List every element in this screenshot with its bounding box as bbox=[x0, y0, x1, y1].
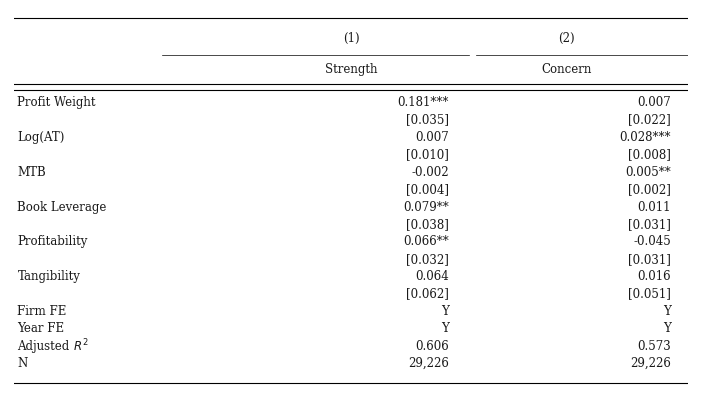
Text: $R^2$: $R^2$ bbox=[73, 338, 88, 354]
Text: 0.573: 0.573 bbox=[637, 339, 671, 353]
Text: Profit Weight: Profit Weight bbox=[18, 96, 96, 109]
Text: (2): (2) bbox=[558, 32, 575, 45]
Text: [0.035]: [0.035] bbox=[406, 113, 449, 127]
Text: 0.011: 0.011 bbox=[637, 201, 671, 213]
Text: Adjusted: Adjusted bbox=[18, 339, 74, 353]
Text: Tangibility: Tangibility bbox=[18, 270, 80, 283]
Text: [0.038]: [0.038] bbox=[406, 218, 449, 231]
Text: [0.051]: [0.051] bbox=[628, 287, 671, 300]
Text: 0.007: 0.007 bbox=[415, 131, 449, 144]
Text: -0.002: -0.002 bbox=[411, 166, 449, 179]
Text: Y: Y bbox=[663, 322, 671, 335]
Text: [0.002]: [0.002] bbox=[628, 183, 671, 196]
Text: [0.032]: [0.032] bbox=[406, 253, 449, 266]
Text: Log(AT): Log(AT) bbox=[18, 131, 65, 144]
Text: N: N bbox=[18, 357, 27, 370]
Text: 0.066**: 0.066** bbox=[403, 235, 449, 248]
Text: Book Leverage: Book Leverage bbox=[18, 201, 107, 213]
Text: -0.045: -0.045 bbox=[633, 235, 671, 248]
Text: [0.010]: [0.010] bbox=[406, 148, 449, 161]
Text: [0.008]: [0.008] bbox=[628, 148, 671, 161]
Text: Concern: Concern bbox=[541, 63, 592, 76]
Text: [0.031]: [0.031] bbox=[628, 253, 671, 266]
Text: 0.606: 0.606 bbox=[415, 339, 449, 353]
Text: 0.064: 0.064 bbox=[415, 270, 449, 283]
Text: [0.031]: [0.031] bbox=[628, 218, 671, 231]
Text: [0.062]: [0.062] bbox=[406, 287, 449, 300]
Text: Profitability: Profitability bbox=[18, 235, 88, 248]
Text: 0.007: 0.007 bbox=[637, 96, 671, 109]
Text: Y: Y bbox=[441, 305, 449, 318]
Text: [0.004]: [0.004] bbox=[406, 183, 449, 196]
Text: (1): (1) bbox=[343, 32, 359, 45]
Text: 0.005**: 0.005** bbox=[625, 166, 671, 179]
Text: Strength: Strength bbox=[325, 63, 377, 76]
Text: Firm FE: Firm FE bbox=[18, 305, 67, 318]
Text: Year FE: Year FE bbox=[18, 322, 65, 335]
Text: 29,226: 29,226 bbox=[408, 357, 449, 370]
Text: 0.016: 0.016 bbox=[637, 270, 671, 283]
Text: 0.181***: 0.181*** bbox=[397, 96, 449, 109]
Text: [0.022]: [0.022] bbox=[628, 113, 671, 127]
Text: MTB: MTB bbox=[18, 166, 46, 179]
Text: 0.028***: 0.028*** bbox=[620, 131, 671, 144]
Text: 29,226: 29,226 bbox=[630, 357, 671, 370]
Text: Y: Y bbox=[663, 305, 671, 318]
Text: Y: Y bbox=[441, 322, 449, 335]
Text: 0.079**: 0.079** bbox=[403, 201, 449, 213]
